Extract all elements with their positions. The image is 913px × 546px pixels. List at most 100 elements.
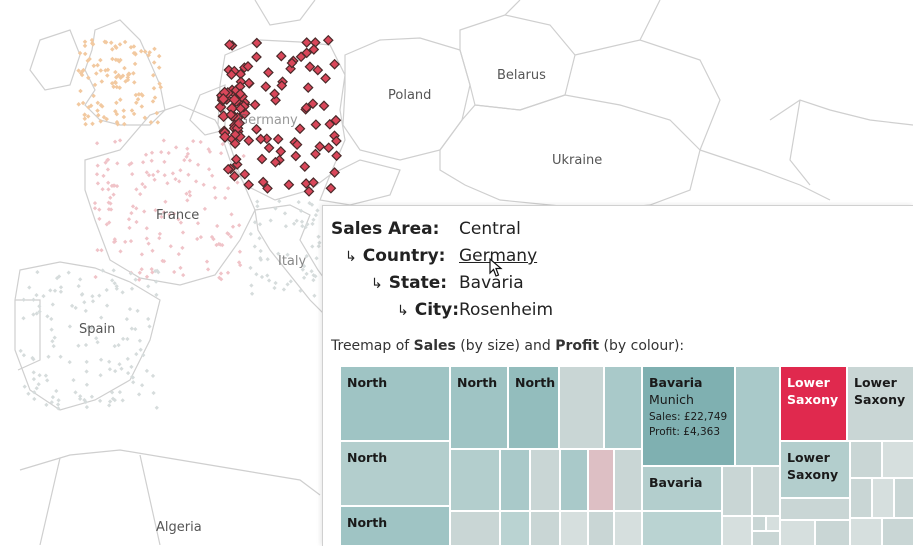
treemap-tile[interactable]: [722, 516, 752, 546]
map-point-germany[interactable]: [320, 73, 331, 84]
treemap-tile[interactable]: [752, 466, 780, 516]
map-point-germany[interactable]: [283, 179, 295, 191]
map-point-germany[interactable]: [217, 110, 230, 123]
map-point-germany[interactable]: [325, 182, 337, 194]
map-point-germany[interactable]: [272, 133, 284, 145]
map-point-germany[interactable]: [308, 44, 320, 55]
treemap-tile[interactable]: [604, 366, 642, 449]
treemap-tile[interactable]: [530, 449, 560, 511]
treemap-tile[interactable]: [752, 516, 766, 531]
treemap-tile[interactable]: [642, 511, 722, 546]
map-point-germany[interactable]: [294, 123, 306, 135]
treemap-tile[interactable]: North: [340, 441, 450, 506]
map-point-germany[interactable]: [224, 39, 235, 50]
map-point-germany[interactable]: [257, 176, 269, 188]
treemap-tile[interactable]: [850, 478, 872, 518]
map-point-germany[interactable]: [243, 77, 255, 89]
map-point-germany[interactable]: [324, 118, 336, 130]
map-point-germany[interactable]: [301, 102, 312, 114]
map-point-germany[interactable]: [263, 67, 274, 78]
map-point-germany[interactable]: [235, 103, 246, 114]
treemap-tile[interactable]: North: [340, 506, 450, 546]
treemap-tile[interactable]: [752, 531, 780, 546]
map-point-germany[interactable]: [323, 142, 335, 154]
treemap-tile-lower-saxony-red[interactable]: Lower Saxony: [780, 366, 847, 441]
map-point-germany[interactable]: [331, 135, 342, 147]
map-point-germany[interactable]: [260, 81, 272, 92]
treemap-tile[interactable]: North: [450, 366, 508, 449]
map-point-germany[interactable]: [310, 148, 321, 160]
map-point-germany[interactable]: [312, 64, 324, 76]
treemap-tile[interactable]: Lower Saxony: [780, 441, 850, 498]
map-point-germany[interactable]: [308, 177, 319, 188]
germany-points[interactable]: [214, 34, 342, 197]
treemap-tile[interactable]: [850, 441, 882, 478]
map-point-germany[interactable]: [251, 123, 262, 135]
treemap-tile[interactable]: [530, 511, 560, 546]
treemap-tile[interactable]: [722, 466, 752, 516]
map-point-germany[interactable]: [303, 186, 315, 197]
map-point-germany[interactable]: [329, 58, 340, 70]
map-point-germany[interactable]: [322, 34, 334, 46]
treemap-tile[interactable]: [614, 449, 642, 511]
map-point-germany[interactable]: [263, 142, 275, 154]
map-point-germany[interactable]: [307, 98, 319, 110]
map-point-germany[interactable]: [290, 150, 302, 162]
map-point-germany[interactable]: [276, 80, 288, 91]
map-point-germany[interactable]: [229, 138, 241, 149]
map-point-germany[interactable]: [275, 50, 287, 62]
map-point-germany[interactable]: [243, 135, 255, 146]
map-point-germany[interactable]: [329, 167, 340, 178]
map-point-germany[interactable]: [269, 88, 280, 100]
map-point-germany[interactable]: [249, 99, 261, 111]
treemap-tile[interactable]: [500, 449, 530, 511]
treemap-tile[interactable]: [614, 511, 642, 546]
treemap-tile[interactable]: North: [340, 366, 450, 441]
treemap-tile[interactable]: North: [508, 366, 559, 449]
map-point-germany[interactable]: [304, 61, 316, 73]
map-point-germany[interactable]: [239, 168, 251, 180]
map-point-germany[interactable]: [331, 150, 342, 162]
map-point-germany[interactable]: [222, 163, 234, 175]
treemap-tile[interactable]: [882, 518, 913, 546]
treemap-tile[interactable]: Lower Saxony: [847, 366, 913, 441]
treemap-tile[interactable]: [894, 478, 913, 518]
map-point-germany[interactable]: [318, 100, 330, 112]
map-point-germany[interactable]: [262, 183, 273, 194]
treemap-tile[interactable]: [815, 520, 850, 546]
map-point-germany[interactable]: [229, 129, 241, 140]
map-point-germany[interactable]: [217, 93, 230, 105]
map-point-germany[interactable]: [251, 37, 263, 49]
treemap-tile[interactable]: [850, 518, 882, 546]
map-point-germany[interactable]: [301, 37, 313, 48]
map-point-germany[interactable]: [229, 170, 240, 182]
map-point-germany[interactable]: [255, 133, 267, 145]
map-point-germany[interactable]: [261, 133, 273, 145]
map-point-germany[interactable]: [226, 69, 237, 80]
map-point-germany[interactable]: [299, 161, 311, 172]
map-point-germany[interactable]: [286, 57, 298, 69]
map-point-germany[interactable]: [291, 139, 303, 150]
treemap-tile[interactable]: [735, 366, 780, 466]
map-point-germany[interactable]: [234, 81, 246, 92]
treemap-tile[interactable]: [588, 511, 614, 546]
map-point-germany[interactable]: [233, 117, 246, 130]
treemap-tile[interactable]: [560, 449, 588, 511]
map-point-germany[interactable]: [242, 61, 254, 72]
treemap-tile[interactable]: [450, 449, 500, 511]
map-point-germany[interactable]: [256, 153, 268, 165]
map-point-germany[interactable]: [295, 51, 307, 63]
map-point-germany[interactable]: [302, 82, 314, 93]
map-point-germany[interactable]: [251, 51, 262, 63]
map-point-germany[interactable]: [310, 119, 322, 130]
treemap-tile[interactable]: [780, 520, 815, 546]
country-link[interactable]: Germany: [459, 246, 538, 266]
treemap-tile[interactable]: [559, 366, 604, 449]
map-point-germany[interactable]: [300, 178, 312, 189]
treemap-tile[interactable]: [450, 511, 500, 546]
map-point-germany[interactable]: [234, 88, 246, 100]
map-point-germany[interactable]: [309, 37, 321, 48]
treemap-tile[interactable]: [588, 449, 614, 511]
treemap-tile[interactable]: [500, 511, 530, 546]
map-point-germany[interactable]: [228, 93, 241, 106]
